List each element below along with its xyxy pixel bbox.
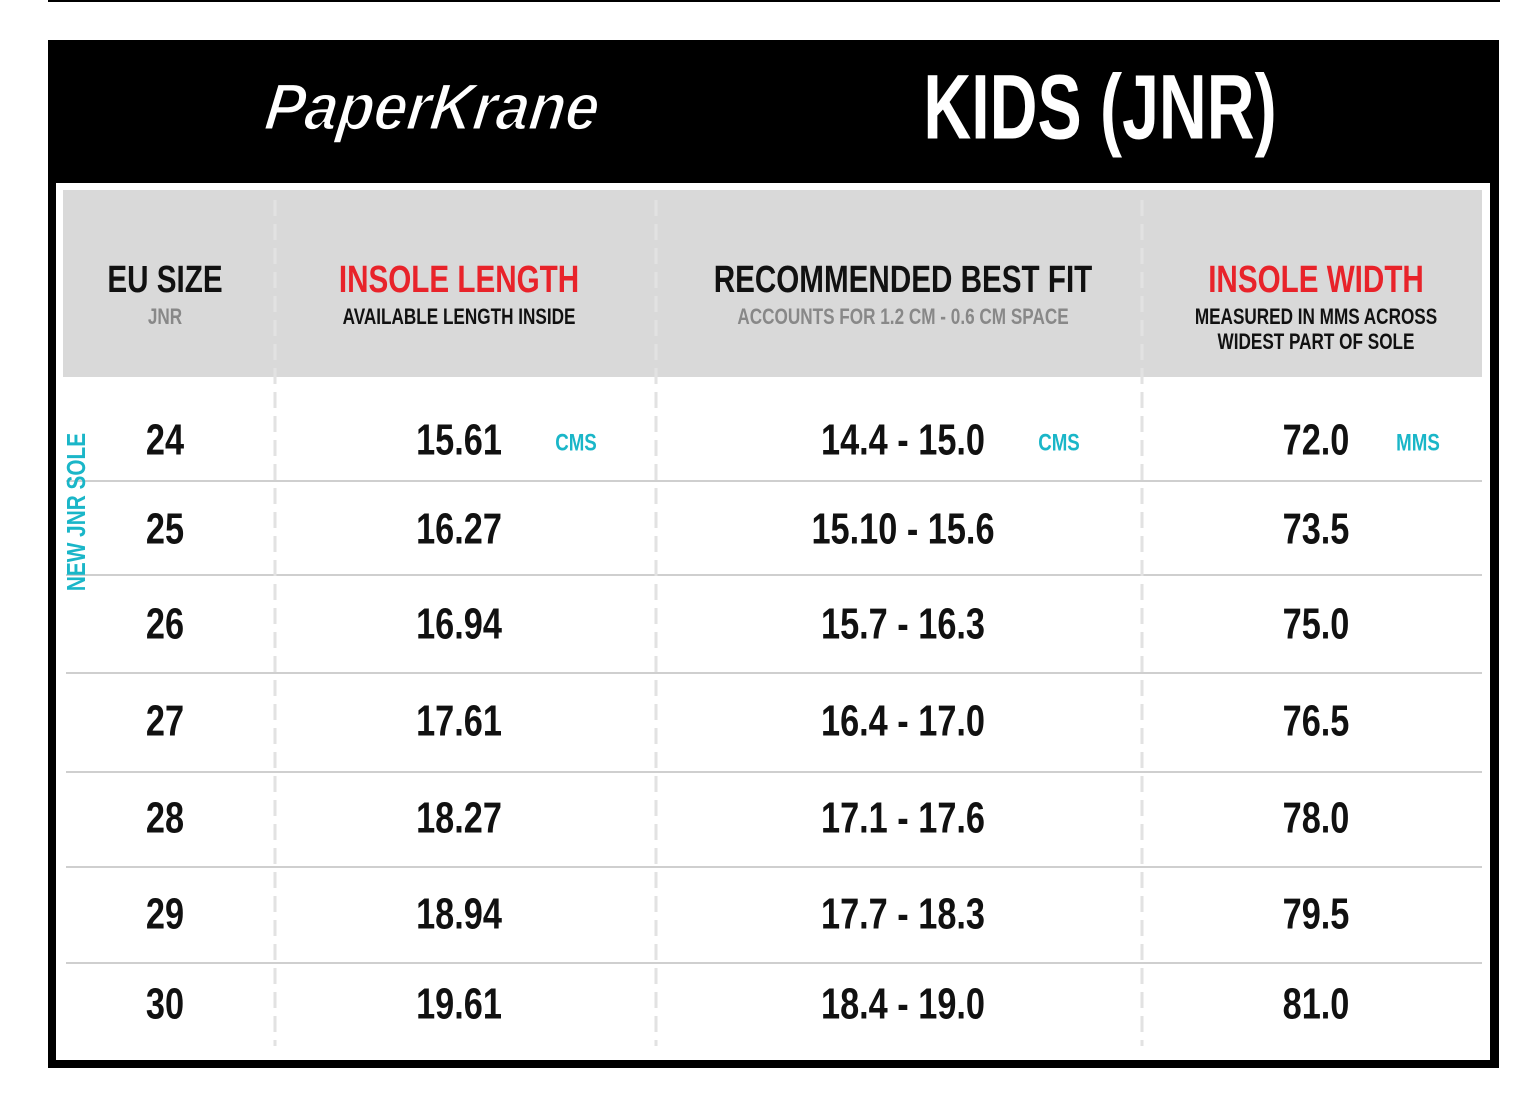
cell: 28	[146, 794, 184, 843]
cell: 25	[146, 505, 184, 554]
side-label-group: NEW JNR SOLE	[62, 433, 91, 591]
column-subtitle-group: WIDEST PART OF SOLE	[1218, 330, 1415, 355]
cell: 17.1 - 17.6	[821, 794, 985, 843]
cell: 76.5	[1283, 697, 1350, 746]
cell-group: 16.27	[416, 505, 502, 554]
cell: 81.0	[1283, 980, 1350, 1029]
cell-group: 17.61	[416, 697, 502, 746]
column-title: EU SIZE	[107, 259, 222, 301]
cell-group: 24	[146, 416, 184, 465]
column-subtitle: WIDEST PART OF SOLE	[1218, 330, 1415, 355]
page-title: KIDS (JNR)	[923, 55, 1276, 158]
top-rule	[48, 0, 1500, 2]
cell-group: 29	[146, 890, 184, 939]
column-title-group: INSOLE WIDTH	[1208, 259, 1424, 301]
cell-group: 78.0	[1283, 794, 1350, 843]
unit-label-group: MMS	[1396, 429, 1440, 456]
side-label: NEW JNR SOLE	[62, 433, 91, 591]
unit-label-group: CMS	[1038, 429, 1080, 456]
unit-label: MMS	[1396, 429, 1440, 456]
cell: 16.94	[416, 600, 502, 649]
cell-group: 16.4 - 17.0	[821, 697, 985, 746]
cell: 14.4 - 15.0	[821, 416, 985, 465]
cell: 15.10 - 15.6	[811, 505, 994, 554]
column-subtitle-group: ACCOUNTS FOR 1.2 CM - 0.6 CM SPACE	[737, 305, 1068, 330]
cell-group: 17.7 - 18.3	[821, 890, 985, 939]
cell: 19.61	[416, 980, 502, 1029]
cell-group: 25	[146, 505, 184, 554]
cell-group: 15.7 - 16.3	[821, 600, 985, 649]
cell-group: 27	[146, 697, 184, 746]
cell: 27	[146, 697, 184, 746]
cell: 75.0	[1283, 600, 1350, 649]
cell: 72.0	[1283, 416, 1350, 465]
cell: 24	[146, 416, 184, 465]
logo: PaperKrane	[261, 71, 604, 144]
cell: 17.61	[416, 697, 502, 746]
cell-group: 30	[146, 980, 184, 1029]
cell-group: 75.0	[1283, 600, 1350, 649]
cell-group: 81.0	[1283, 980, 1350, 1029]
column-title-group: EU SIZE	[107, 259, 222, 301]
cell-group: 16.94	[416, 600, 502, 649]
cell: 30	[146, 980, 184, 1029]
column-title: INSOLE WIDTH	[1208, 259, 1424, 301]
column-subtitle: MEASURED IN MMS ACROSS	[1195, 305, 1437, 330]
cell-group: 18.4 - 19.0	[821, 980, 985, 1029]
column-title: INSOLE LENGTH	[339, 259, 579, 301]
column-title: RECOMMENDED BEST FIT	[714, 259, 1093, 301]
cell: 15.61	[416, 416, 502, 465]
cell: 16.27	[416, 505, 502, 554]
cell-group: 19.61	[416, 980, 502, 1029]
cell: 26	[146, 600, 184, 649]
column-subtitle-group: MEASURED IN MMS ACROSS	[1195, 305, 1437, 330]
column-subtitle: JNR	[148, 305, 182, 330]
cell: 15.7 - 16.3	[821, 600, 985, 649]
column-title-group: INSOLE LENGTH	[339, 259, 579, 301]
cell-group: 76.5	[1283, 697, 1350, 746]
unit-label-group: CMS	[555, 429, 597, 456]
column-title-group: RECOMMENDED BEST FIT	[714, 259, 1093, 301]
cell: 18.27	[416, 794, 502, 843]
cell: 29	[146, 890, 184, 939]
column-subtitle-group: JNR	[148, 305, 182, 330]
cell: 18.94	[416, 890, 502, 939]
cell: 18.4 - 19.0	[821, 980, 985, 1029]
cell-group: 15.61	[416, 416, 502, 465]
cell: 79.5	[1283, 890, 1350, 939]
cell-group: 18.27	[416, 794, 502, 843]
cell: 16.4 - 17.0	[821, 697, 985, 746]
column-subtitle-group: AVAILABLE LENGTH INSIDE	[343, 305, 576, 330]
cell-group: 17.1 - 17.6	[821, 794, 985, 843]
cell-group: 28	[146, 794, 184, 843]
cell: 78.0	[1283, 794, 1350, 843]
cell: 73.5	[1283, 505, 1350, 554]
cell-group: 73.5	[1283, 505, 1350, 554]
cell-group: 79.5	[1283, 890, 1350, 939]
unit-label: CMS	[555, 429, 597, 456]
cell-group: 72.0	[1283, 416, 1350, 465]
cell-group: 15.10 - 15.6	[811, 505, 994, 554]
column-subtitle: ACCOUNTS FOR 1.2 CM - 0.6 CM SPACE	[737, 305, 1068, 330]
cell-group: 18.94	[416, 890, 502, 939]
cell-group: 26	[146, 600, 184, 649]
unit-label: CMS	[1038, 429, 1080, 456]
header-row	[63, 190, 1482, 377]
cell-group: 14.4 - 15.0	[821, 416, 985, 465]
column-subtitle: AVAILABLE LENGTH INSIDE	[343, 305, 576, 330]
cell: 17.7 - 18.3	[821, 890, 985, 939]
